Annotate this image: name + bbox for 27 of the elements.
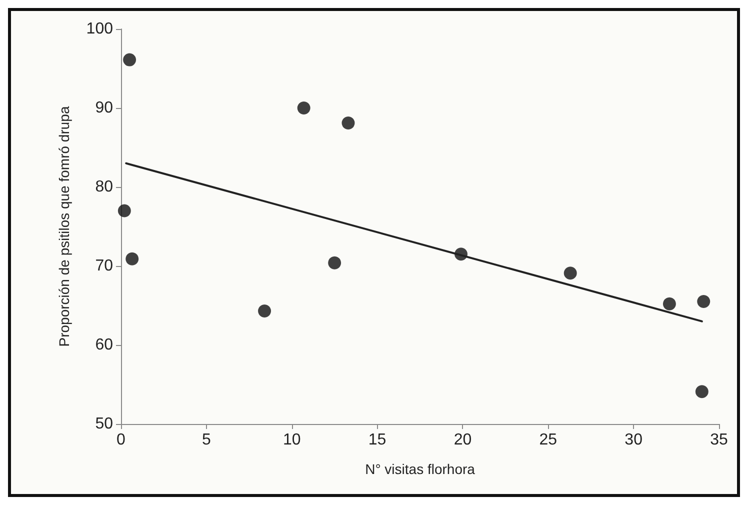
point bbox=[695, 385, 708, 398]
y-tick-label: 100 bbox=[86, 20, 114, 38]
point bbox=[342, 116, 355, 130]
x-tick-label: 5 bbox=[202, 432, 211, 448]
x-tick-label: 30 bbox=[624, 432, 643, 448]
point bbox=[662, 297, 676, 310]
y-tick-label: 50 bbox=[95, 416, 114, 432]
point bbox=[258, 304, 272, 318]
point bbox=[564, 266, 577, 280]
point bbox=[118, 204, 131, 218]
y-tick-label: 70 bbox=[95, 258, 114, 274]
point bbox=[297, 102, 310, 114]
x-tick-label: 20 bbox=[454, 432, 472, 448]
y-tick-label: 90 bbox=[95, 100, 114, 116]
point bbox=[126, 252, 139, 266]
x-axis-title: N° visitas florhora bbox=[365, 461, 476, 477]
y-axis-title: Proporción de psitilos que fomró drupa bbox=[56, 106, 72, 347]
x-tick-label: 15 bbox=[368, 432, 386, 448]
x-tick-label: 35 bbox=[710, 432, 728, 448]
y-tick-label: 60 bbox=[95, 336, 114, 354]
x-tick-label: 25 bbox=[539, 432, 558, 448]
x-tick-label: 0 bbox=[116, 432, 126, 448]
y-tick-label: 80 bbox=[95, 178, 114, 196]
x-tick-label: 10 bbox=[282, 432, 301, 448]
point bbox=[697, 295, 710, 308]
point bbox=[123, 53, 136, 66]
point bbox=[328, 256, 342, 270]
